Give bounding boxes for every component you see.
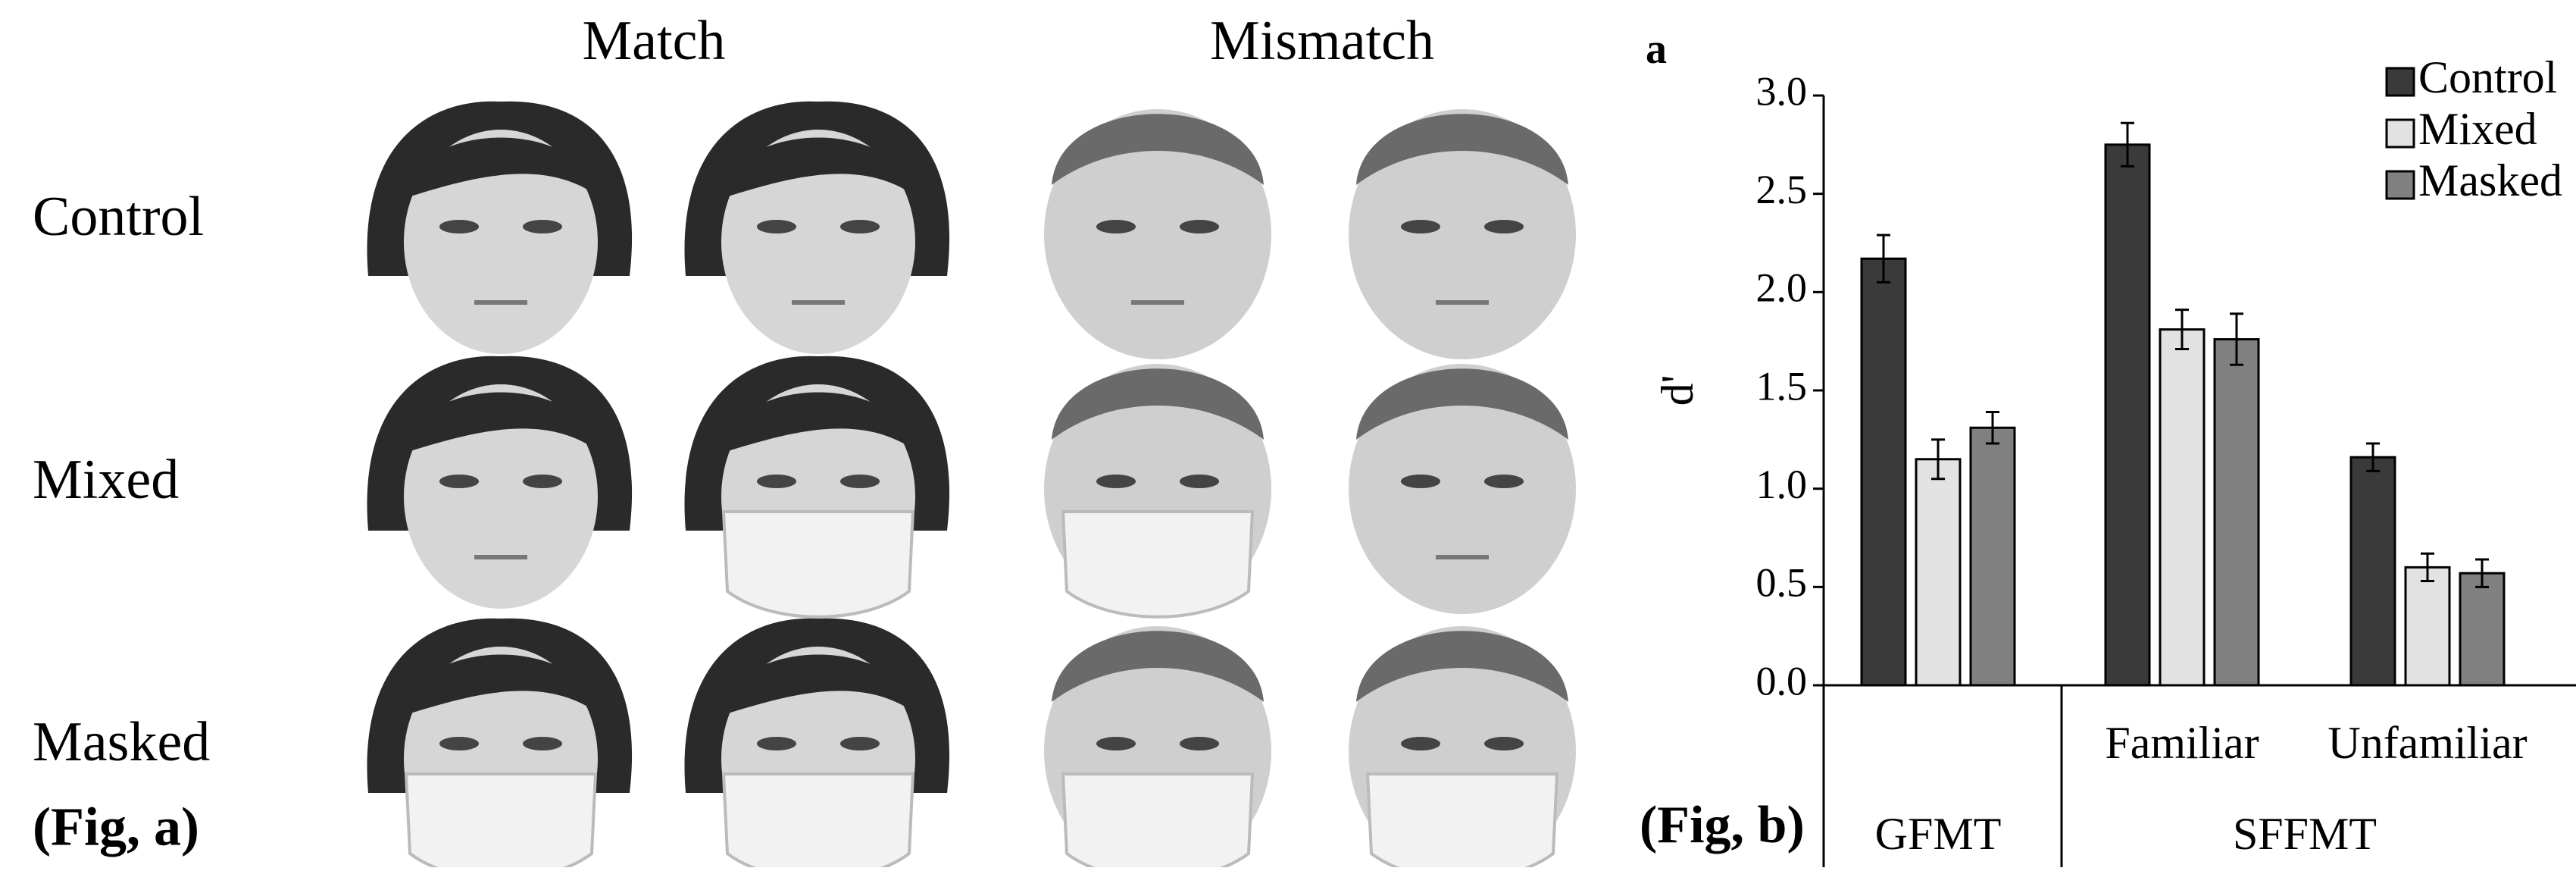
eye: [757, 475, 796, 488]
bar: [2160, 330, 2204, 685]
y-tick-label: 2.0: [1756, 265, 1808, 311]
eye: [439, 737, 479, 750]
column-header: Mismatch: [1210, 10, 1434, 72]
bar: [2460, 573, 2504, 685]
caption: (Fig, a): [33, 797, 199, 857]
eye: [1096, 737, 1136, 750]
face-photos: [367, 102, 1576, 867]
y-tick-label: 1.0: [1756, 462, 1808, 507]
face: [684, 102, 949, 354]
y-tick-label: 0.5: [1756, 560, 1808, 606]
face: [1044, 364, 1271, 617]
panel-label: a: [1646, 26, 1667, 73]
mask: [724, 512, 913, 617]
eye: [1484, 475, 1524, 488]
bar: [1862, 258, 1905, 685]
bar: [2215, 340, 2259, 685]
face: [367, 356, 632, 609]
legend-label: Control: [2418, 52, 2557, 102]
figure: Match Mismatch Control Mixed Masked (Fig…: [0, 0, 2576, 867]
eye: [439, 220, 479, 233]
row-label: Mixed: [33, 449, 179, 511]
eye: [1401, 220, 1440, 233]
eye: [523, 220, 562, 233]
page: Match Mismatch Control Mixed Masked (Fig…: [0, 0, 2576, 867]
bar-chart: 0.0 0.5 1.0 1.5 2.0 2.5 3.0 GFMT Familiar Unfamil…: [1756, 52, 2576, 867]
eye: [840, 220, 880, 233]
y-tick-label: 3.0: [1756, 68, 1808, 114]
face: [367, 102, 632, 354]
eye: [523, 737, 562, 750]
eye: [1401, 475, 1440, 488]
row-label: Masked: [33, 711, 210, 773]
eye: [1484, 737, 1524, 750]
y-tick-label: 1.5: [1756, 363, 1808, 409]
face: [1349, 109, 1576, 359]
eye: [840, 737, 880, 750]
bar: [2106, 145, 2149, 685]
face: [684, 619, 949, 867]
group-label: SFFMT: [2233, 809, 2377, 859]
x-tick-label: Unfamiliar: [2327, 718, 2527, 768]
eye: [1096, 475, 1136, 488]
group-label: GFMT: [1875, 809, 2002, 859]
eye: [757, 220, 796, 233]
row-label: Control: [33, 186, 204, 248]
face: [1044, 626, 1271, 867]
eye: [1180, 737, 1219, 750]
eye: [840, 475, 880, 488]
face: [1044, 109, 1271, 359]
legend-swatch: [2387, 68, 2414, 96]
mask: [1063, 512, 1252, 617]
eye: [1096, 220, 1136, 233]
eye: [523, 475, 562, 488]
eye: [1180, 475, 1219, 488]
x-tick-label: Familiar: [2105, 718, 2259, 768]
mask: [724, 774, 913, 867]
bar: [1971, 428, 2015, 685]
legend-swatch: [2387, 171, 2414, 199]
mask: [1063, 774, 1252, 867]
caption: (Fig, b): [1640, 796, 1805, 854]
bar: [2351, 457, 2395, 685]
y-tick-label: 2.5: [1756, 167, 1808, 212]
legend-swatch: [2387, 120, 2414, 147]
eye: [1484, 220, 1524, 233]
mask: [406, 774, 596, 867]
eye: [757, 737, 796, 750]
bar: [2406, 567, 2449, 685]
face: [1349, 626, 1576, 867]
face: [1349, 364, 1576, 614]
eye: [439, 475, 479, 488]
eye: [1401, 737, 1440, 750]
legend-label: Masked: [2418, 155, 2562, 205]
bar: [1916, 459, 1960, 685]
eye: [1180, 220, 1219, 233]
legend-label: Mixed: [2418, 104, 2537, 154]
y-axis-label: d': [1652, 375, 1702, 406]
column-header: Match: [582, 10, 725, 72]
y-tick-label: 0.0: [1756, 658, 1808, 703]
face: [684, 356, 949, 617]
face: [367, 619, 632, 867]
mask: [1368, 774, 1557, 867]
